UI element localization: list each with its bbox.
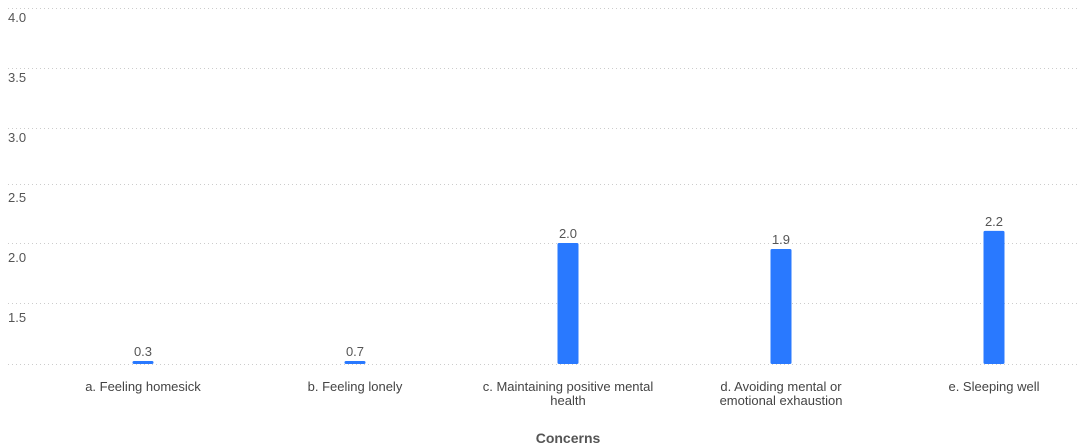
gridlines [8, 8, 1080, 365]
y-axis-tick-labels: 4.0 3.5 3.0 2.5 2.0 1.5 [8, 10, 26, 325]
x-category-label: c. Maintaining positive mental health [483, 379, 654, 408]
bar[interactable] [557, 243, 579, 364]
y-tick-label: 4.0 [8, 10, 26, 25]
data-label: 2.2 [985, 214, 1003, 229]
y-tick-label: 3.5 [8, 70, 26, 85]
bar[interactable] [132, 361, 154, 364]
x-category-label: b. Feeling lonely [308, 379, 403, 394]
y-tick-label: 3.0 [8, 130, 26, 145]
x-category-label: a. Feeling homesick [85, 379, 201, 394]
x-axis-category-labels: a. Feeling homesick b. Feeling lonely c. M… [85, 379, 1039, 408]
y-tick-label: 2.5 [8, 190, 26, 205]
data-label: 2.0 [559, 226, 577, 241]
data-label: 0.3 [134, 344, 152, 359]
data-label: 1.9 [772, 232, 790, 247]
x-axis-title: Concerns [536, 430, 601, 446]
y-tick-label: 1.5 [8, 310, 26, 325]
x-category-label: d. Avoiding mental or emotional exhaustio… [720, 379, 843, 408]
y-tick-label: 2.0 [8, 250, 26, 265]
data-labels: 0.3 0.7 2.0 1.9 2.2 [134, 214, 1003, 359]
data-label: 0.7 [346, 344, 364, 359]
bar[interactable] [770, 249, 792, 364]
x-category-label: e. Sleeping well [948, 379, 1039, 394]
bar[interactable] [344, 361, 366, 364]
bars [132, 230, 1005, 364]
bar[interactable] [983, 230, 1005, 364]
